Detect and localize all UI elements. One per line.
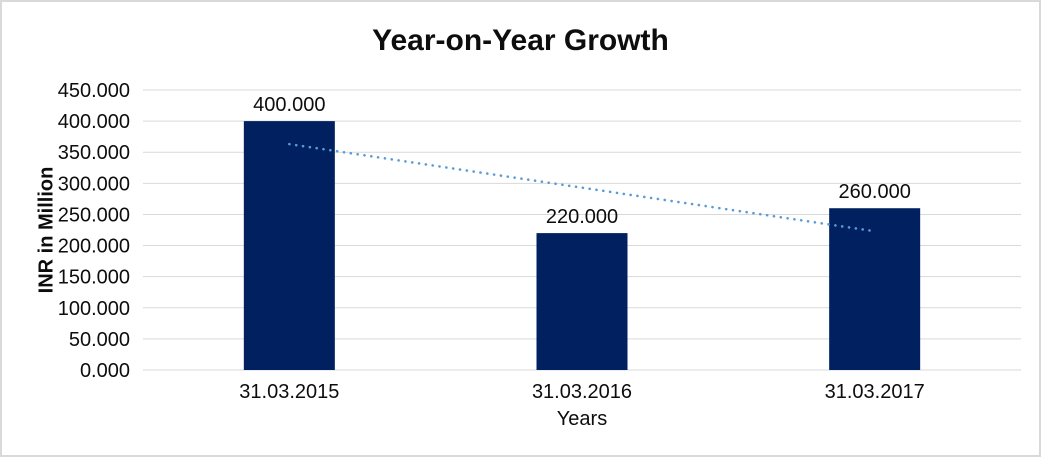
y-tick-label: 50.000 <box>69 329 130 351</box>
bar-31.03.2016 <box>536 233 628 370</box>
bar-31.03.2017 <box>829 208 921 370</box>
y-tick-label: 400.000 <box>58 111 130 133</box>
y-tick-label: 200.000 <box>58 236 130 258</box>
x-category-label: 31.03.2015 <box>239 381 339 403</box>
bar-31.03.2015 <box>243 121 335 370</box>
x-category-label: 31.03.2017 <box>825 381 925 403</box>
y-tick-label: 0.000 <box>80 360 130 382</box>
x-category-label: 31.03.2016 <box>532 381 632 403</box>
y-tick-label: 150.000 <box>58 267 130 289</box>
chart-title: Year-on-Year Growth <box>372 24 669 57</box>
y-tick-label: 100.000 <box>58 298 130 320</box>
y-tick-label: 300.000 <box>58 173 130 195</box>
data-label: 400.000 <box>253 94 325 116</box>
y-tick-label: 350.000 <box>58 142 130 164</box>
y-tick-label: 450.000 <box>58 80 130 102</box>
data-label: 260.000 <box>839 181 911 203</box>
y-tick-label: 250.000 <box>58 204 130 226</box>
data-label: 220.000 <box>546 206 618 228</box>
trendline <box>288 142 876 233</box>
x-axis-title: Years <box>556 408 608 430</box>
